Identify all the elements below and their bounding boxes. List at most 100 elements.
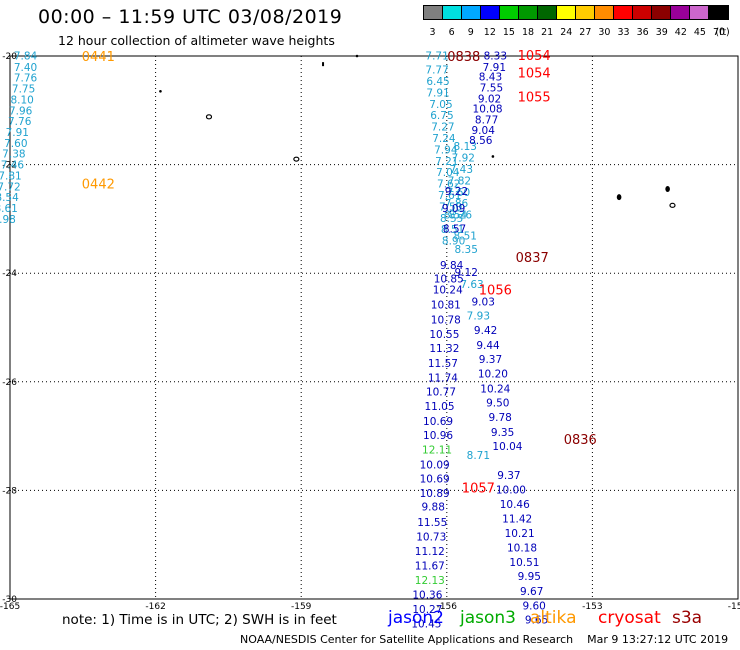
colorbar-tick-label: 70	[713, 27, 726, 38]
wave-height-value: 9.37	[479, 354, 502, 366]
map-border	[9, 55, 739, 600]
colorbar-tick-label: 6	[448, 27, 455, 38]
wave-height-value: 11.42	[502, 514, 532, 526]
wave-height-value: 7.38	[2, 149, 25, 161]
wave-height-value: 9.35	[491, 427, 514, 439]
colorbar-tick-label: 39	[655, 27, 668, 38]
wave-height-value: 10.46	[500, 499, 530, 511]
pass-time-label: 1054	[518, 66, 551, 81]
colorbar-tick-label: 24	[560, 27, 573, 38]
wave-height-value: 11.32	[429, 343, 459, 355]
wave-height-value: 9.60	[522, 601, 545, 613]
wave-height-value: 8.51	[454, 231, 477, 243]
wave-height-value: 10.09	[420, 459, 450, 471]
wave-height-value: 10.69	[423, 416, 453, 428]
colorbar-tick-label: 36	[636, 27, 649, 38]
wave-height-value: 7.86	[445, 198, 469, 210]
timestamp: Mar 9 13:27:12 UTC 2019	[587, 633, 729, 646]
wave-height-value: 10.24	[433, 284, 463, 296]
legend-item-cryosat: cryosat	[598, 608, 661, 628]
wave-height-value: 11.55	[417, 517, 447, 529]
wave-height-value: 12.11	[422, 445, 452, 457]
pass-time-label: 0836	[564, 433, 597, 448]
footnote: note: 1) Time is in UTC; 2) SWH is in fe…	[62, 612, 337, 628]
wave-height-value: 10.85	[434, 274, 464, 286]
wave-height-value: 10.78	[431, 314, 461, 326]
pass-time-label: 1055	[518, 91, 551, 106]
wave-height-value: 7.46	[1, 160, 25, 172]
wave-height-value: 9.88	[422, 502, 445, 514]
wave-height-value: 9.22	[445, 186, 468, 198]
longitude-label: -153	[582, 602, 602, 612]
pass-time-label: 1057	[462, 482, 495, 497]
wave-height-value: 7.60	[447, 187, 470, 199]
latitude-label: -20	[2, 52, 17, 62]
wave-height-value: 7.24	[432, 133, 456, 145]
wave-height-value: 7.81	[0, 170, 22, 182]
wave-height-value: 8.10	[10, 94, 33, 106]
wave-height-value: 8.55	[440, 213, 463, 225]
colorbar-tick-label: 15	[502, 27, 515, 38]
wave-height-value: 7.40	[14, 62, 37, 74]
island-marker	[293, 156, 300, 162]
wave-height-value: 7.77	[425, 65, 448, 77]
colorbar-swatch	[671, 6, 691, 19]
wave-height-value: 9.04	[472, 125, 496, 137]
altimeter-tracks: 7.847.407.767.758.107.967.767.917.607.38…	[0, 50, 548, 630]
colorbar-swatch	[595, 6, 615, 19]
legend-item-jason3: jason3	[460, 608, 516, 628]
colorbar-tick-label: 21	[541, 27, 554, 38]
pass-time-label: 0441	[82, 50, 115, 65]
wave-height-value: 11.67	[415, 560, 445, 572]
map-subtitle: 12 hour collection of altimeter wave hei…	[58, 33, 335, 48]
wave-height-value: 8.90	[442, 236, 465, 248]
wave-height-value: 7.72	[0, 181, 21, 193]
wave-height-value: 10.08	[473, 104, 503, 116]
wave-height-value: 10.89	[420, 488, 450, 500]
wave-height-value: 10.96	[423, 430, 453, 442]
pass-time-label: 1054	[518, 49, 551, 64]
island-marker	[322, 62, 325, 67]
wave-height-value: 8.43	[479, 72, 502, 84]
wave-height-value: 7.96	[9, 105, 33, 117]
legend-item-jason2: jason2	[388, 608, 444, 628]
legend-item-s3a: s3a	[672, 608, 703, 628]
colorbar-swatch	[500, 6, 520, 19]
pass-time-label: 1056	[479, 283, 512, 298]
wave-height-value: 7.27	[431, 122, 454, 134]
wave-height-value: 8.35	[455, 244, 478, 256]
island-marker	[616, 194, 622, 201]
wave-height-value: 7.93	[467, 311, 490, 323]
wave-height-value: 9.03	[472, 296, 495, 308]
wave-height-value: 8.71	[467, 450, 490, 462]
wave-height-value: 7.71	[425, 50, 448, 62]
wave-height-value: 8.56	[469, 135, 493, 147]
map-frame	[9, 55, 739, 600]
colorbar-swatch	[424, 6, 444, 19]
wave-height-value: 9.65	[525, 615, 548, 627]
wave-height-value: 10.81	[431, 300, 461, 312]
wave-height-value: 8.57	[443, 224, 466, 236]
wave-height-value: 10.04	[492, 441, 522, 453]
wave-height-value: 9.84	[440, 260, 464, 272]
island-marker	[669, 202, 676, 208]
wave-height-value: 7.50	[439, 201, 462, 213]
island-marker	[205, 114, 213, 120]
wave-height-value: 10.20	[478, 369, 508, 381]
legend-item-altika: altika	[530, 608, 577, 628]
wave-height-value: 9.09	[442, 203, 465, 215]
wave-height-value: 7.43	[450, 164, 473, 176]
colorbar-swatch	[443, 6, 463, 19]
longitude-label: -165	[0, 602, 20, 612]
wave-height-value: 7.92	[452, 153, 475, 165]
wave-height-value: 9.12	[455, 267, 478, 279]
track-jason3-highlights: 12.11 12.13	[415, 445, 452, 587]
track-altika-east: 7.71 7.776.457.917.056.757.277.247.947.21…	[425, 50, 490, 462]
pass-time-labels: 0441 0442 0838 0837 0836 1054 1054 1055 1056 1057	[82, 49, 597, 497]
longitude-label: -156	[437, 602, 458, 612]
wave-height-value: 7.75	[12, 84, 35, 96]
wave-height-value: 7.61	[438, 190, 461, 202]
colorbar-unit: (ft)	[715, 27, 730, 38]
wave-height-value: 7.91	[426, 87, 449, 99]
island-marker	[159, 89, 162, 93]
